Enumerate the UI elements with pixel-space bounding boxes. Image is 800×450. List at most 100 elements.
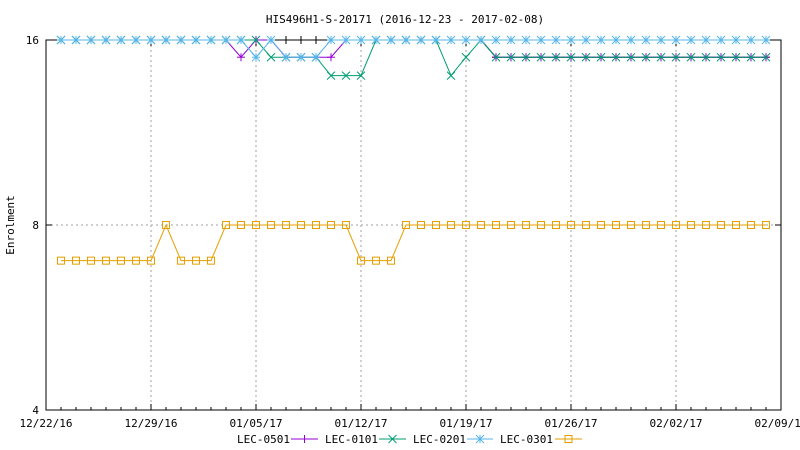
data-point-1 (327, 53, 335, 62)
data-point-2 (701, 52, 711, 62)
data-point-4-box (717, 221, 725, 229)
legend: LEC-0501 LEC-0101 LEC-0201 LEC-0301 (237, 433, 582, 446)
data-point-3 (386, 35, 396, 45)
data-point-4 (762, 221, 770, 229)
data-point-3 (536, 35, 546, 45)
data-point-4-box (252, 221, 260, 229)
data-point-2 (746, 52, 756, 62)
data-point-4 (642, 221, 650, 229)
data-point-3-stroke (551, 35, 561, 45)
data-point-4-box (327, 221, 335, 229)
data-point-2-stroke (656, 52, 666, 62)
data-point-4-box (612, 221, 620, 229)
data-point-3 (506, 35, 516, 45)
data-point-4 (462, 221, 470, 229)
data-point-4 (552, 221, 560, 229)
data-point-3-stroke (521, 35, 531, 45)
data-point-4 (567, 221, 575, 229)
legend-sample-marker-stroke (475, 434, 485, 444)
data-point-4 (672, 221, 680, 229)
data-point-3 (476, 35, 486, 45)
data-point-2 (491, 52, 501, 62)
data-point-3-stroke (131, 35, 141, 45)
data-point-3-stroke (71, 35, 81, 45)
data-point-3-stroke (266, 35, 276, 45)
series-4 (57, 221, 770, 265)
data-point-3-stroke (251, 52, 261, 62)
data-point-2-stroke (566, 52, 576, 62)
data-point-4 (687, 221, 695, 229)
data-point-3-stroke (566, 35, 576, 45)
data-point-3 (746, 35, 756, 45)
data-point-3-stroke (626, 35, 636, 45)
data-point-4 (297, 221, 305, 229)
data-point-3-stroke (386, 35, 396, 45)
data-point-2-stroke (461, 52, 471, 62)
legend-label: LEC-0101 (325, 433, 378, 446)
legend-sample-marker-stroke (388, 434, 397, 444)
data-point-3 (431, 35, 441, 45)
data-point-4-box (582, 221, 590, 229)
data-point-3-stroke (641, 35, 651, 45)
data-point-4 (222, 221, 230, 229)
x-tick-label: 01/19/17 (440, 417, 493, 430)
data-point-2 (671, 52, 681, 62)
data-point-4 (342, 221, 350, 229)
data-point-4-box (432, 221, 440, 229)
data-point-3 (446, 35, 456, 45)
data-point-4 (522, 221, 530, 229)
data-point-4-box (162, 221, 170, 229)
data-point-2 (446, 71, 456, 80)
data-point-2 (506, 52, 516, 62)
data-point-3 (266, 35, 276, 45)
data-point-3 (611, 35, 621, 45)
data-point-3-stroke (236, 35, 246, 45)
legend-sample-marker (564, 435, 573, 443)
data-point-2-stroke (326, 71, 336, 80)
data-point-2 (266, 52, 276, 62)
series-3 (56, 35, 771, 62)
data-point-3-stroke (671, 35, 681, 45)
data-point-4-box (627, 221, 635, 229)
data-point-4 (417, 221, 425, 229)
data-point-4 (162, 221, 170, 229)
data-point-3-stroke (416, 35, 426, 45)
data-point-2 (641, 52, 651, 62)
data-point-4-box (57, 256, 65, 265)
data-point-3-stroke (116, 35, 126, 45)
data-point-0 (312, 36, 320, 44)
data-point-3-stroke (356, 35, 366, 45)
data-point-3-stroke (101, 35, 111, 45)
data-point-3-stroke (731, 35, 741, 45)
data-point-2 (581, 52, 591, 62)
data-point-3-stroke (191, 35, 201, 45)
data-point-2 (626, 52, 636, 62)
data-point-4-box (117, 256, 125, 265)
data-point-4-box (387, 256, 395, 265)
legend-sample-marker (300, 435, 309, 443)
data-point-4 (732, 221, 740, 229)
data-point-2-stroke (521, 52, 531, 62)
data-point-4 (432, 221, 440, 229)
data-point-3 (521, 35, 531, 45)
data-point-0 (297, 36, 305, 44)
data-point-3-stroke (146, 35, 156, 45)
data-point-4 (117, 256, 125, 265)
data-point-4-box (87, 256, 95, 265)
data-point-4-box (282, 221, 290, 229)
data-point-2-stroke (251, 35, 261, 45)
data-point-3-stroke (746, 35, 756, 45)
data-point-4-box (492, 221, 500, 229)
data-point-3-stroke (581, 35, 591, 45)
data-point-3-stroke (341, 35, 351, 45)
data-point-4-box (147, 256, 155, 265)
data-point-3 (356, 35, 366, 45)
data-point-2-stroke (506, 52, 516, 62)
data-point-4-box (747, 221, 755, 229)
data-point-4 (147, 256, 155, 265)
data-point-3 (236, 35, 246, 45)
x-tick-label: 12/22/16 (20, 417, 73, 430)
data-point-3 (341, 35, 351, 45)
data-point-4 (537, 221, 545, 229)
